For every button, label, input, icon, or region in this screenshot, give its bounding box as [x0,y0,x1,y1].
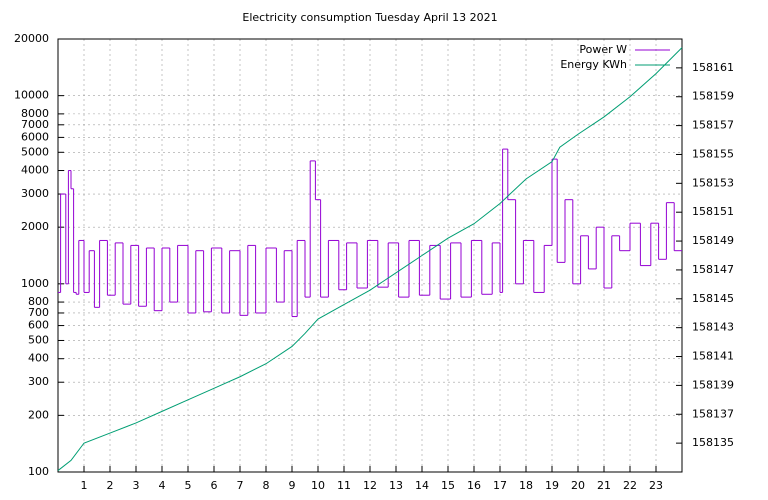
x-tick-label: 2 [107,479,114,492]
x-tick-label: 7 [237,479,244,492]
y2-tick-label: 158159 [692,90,734,103]
x-tick-label: 18 [519,479,533,492]
x-tick-label: 16 [467,479,481,492]
x-tick-label: 17 [493,479,507,492]
y-tick-label: 8000 [21,107,49,120]
y2-tick-label: 158155 [692,147,734,160]
y2-tick-label: 158161 [692,61,734,74]
y2-tick-label: 158139 [692,378,734,391]
plot-frame [57,38,683,473]
y-tick-label: 100 [28,465,49,478]
y-tick-label: 6000 [21,130,49,143]
y2-tick-label: 158145 [692,292,734,305]
energy-line [57,47,683,471]
y-tick-label: 500 [28,333,49,346]
y2-tick-label: 158153 [692,176,734,189]
y-tick-label: 20000 [14,32,49,45]
x-tick-label: 19 [545,479,559,492]
x-tick-label: 11 [337,479,351,492]
y2-tick-label: 158157 [692,119,734,132]
x-tick-label: 4 [159,479,166,492]
x-tick-label: 13 [389,479,403,492]
y-tick-label: 5000 [21,145,49,158]
y-tick-label: 400 [28,352,49,365]
x-tick-label: 21 [597,479,611,492]
y-tick-label: 3000 [21,187,49,200]
y-tick-label: 200 [28,408,49,421]
y-tick-label: 800 [28,295,49,308]
y2-tick-label: 158143 [692,321,734,334]
y2-tick-label: 158147 [692,263,734,276]
x-tick-label: 5 [185,479,192,492]
x-tick-label: 8 [263,479,270,492]
y-tick-label: 7000 [21,118,49,131]
y-tick-label: 1000 [21,277,49,290]
y2-tick-label: 158151 [692,205,734,218]
x-tick-label: 20 [571,479,585,492]
y2-tick-label: 158135 [692,436,734,449]
y2-tick-label: 158141 [692,350,734,363]
x-tick-label: 9 [289,479,296,492]
y2-tick-label: 158149 [692,234,734,247]
x-tick-label: 15 [441,479,455,492]
x-tick-label: 10 [311,479,325,492]
x-tick-label: 6 [211,479,218,492]
x-tick-label: 12 [363,479,377,492]
legend-label: Energy KWh [560,58,627,71]
x-tick-label: 1 [81,479,88,492]
x-tick-label: 23 [649,479,663,492]
legend-label: Power W [579,43,627,56]
y-tick-label: 10000 [14,89,49,102]
y-tick-label: 4000 [21,164,49,177]
x-tick-label: 3 [133,479,140,492]
y2-tick-label: 158137 [692,407,734,420]
y-tick-label: 700 [28,306,49,319]
y-tick-label: 600 [28,319,49,332]
x-tick-label: 22 [623,479,637,492]
x-tick-label: 14 [415,479,429,492]
y-tick-label: 2000 [21,220,49,233]
y-tick-label: 300 [28,375,49,388]
chart-title: Electricity consumption Tuesday April 13… [242,11,497,24]
